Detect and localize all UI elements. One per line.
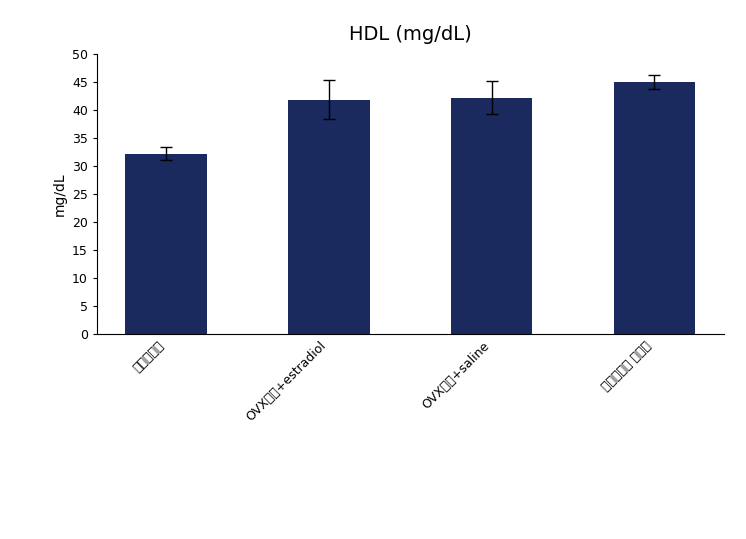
- Bar: [614, 82, 695, 334]
- Title: HDL (mg/dL): HDL (mg/dL): [349, 25, 471, 44]
- Bar: [288, 100, 369, 334]
- Bar: [451, 98, 533, 334]
- Y-axis label: mg/dL: mg/dL: [52, 172, 66, 216]
- Bar: [125, 154, 207, 334]
